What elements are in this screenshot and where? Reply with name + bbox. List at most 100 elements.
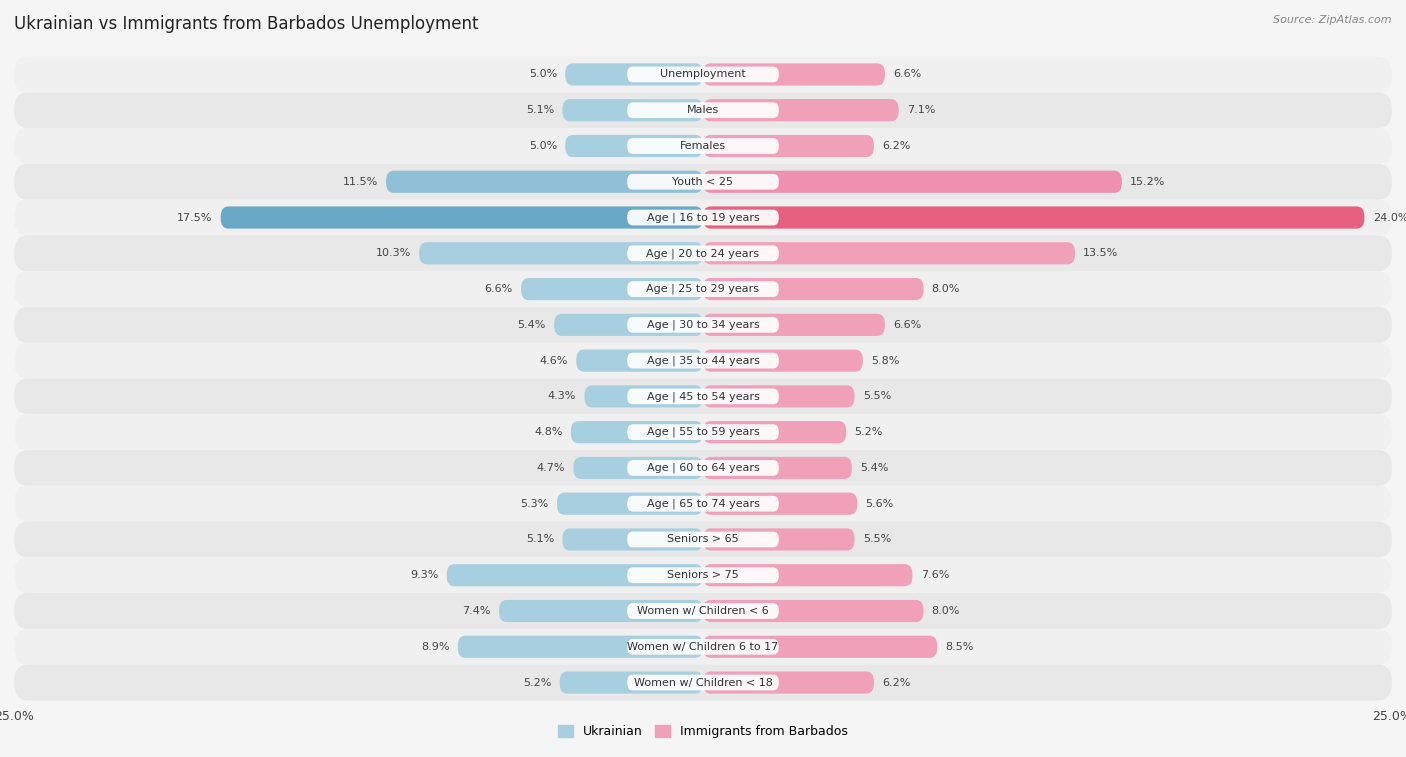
Text: 5.0%: 5.0% — [529, 70, 557, 79]
FancyBboxPatch shape — [14, 343, 1392, 378]
Text: Ukrainian vs Immigrants from Barbados Unemployment: Ukrainian vs Immigrants from Barbados Un… — [14, 15, 478, 33]
FancyBboxPatch shape — [554, 313, 703, 336]
FancyBboxPatch shape — [627, 603, 779, 619]
FancyBboxPatch shape — [458, 636, 703, 658]
Text: 8.0%: 8.0% — [932, 606, 960, 616]
Text: 7.6%: 7.6% — [921, 570, 949, 580]
FancyBboxPatch shape — [703, 278, 924, 301]
FancyBboxPatch shape — [627, 388, 779, 404]
FancyBboxPatch shape — [703, 207, 1364, 229]
FancyBboxPatch shape — [576, 350, 703, 372]
Text: Males: Males — [688, 105, 718, 115]
FancyBboxPatch shape — [585, 385, 703, 407]
Text: Youth < 25: Youth < 25 — [672, 177, 734, 187]
Text: Seniors > 75: Seniors > 75 — [666, 570, 740, 580]
Text: 5.6%: 5.6% — [866, 499, 894, 509]
Text: Women w/ Children < 18: Women w/ Children < 18 — [634, 678, 772, 687]
FancyBboxPatch shape — [571, 421, 703, 444]
Text: 5.1%: 5.1% — [526, 105, 554, 115]
Text: 6.2%: 6.2% — [882, 141, 911, 151]
Text: Age | 65 to 74 years: Age | 65 to 74 years — [647, 498, 759, 509]
FancyBboxPatch shape — [447, 564, 703, 587]
FancyBboxPatch shape — [627, 567, 779, 583]
Legend: Ukrainian, Immigrants from Barbados: Ukrainian, Immigrants from Barbados — [553, 721, 853, 743]
FancyBboxPatch shape — [703, 421, 846, 444]
FancyBboxPatch shape — [627, 317, 779, 333]
FancyBboxPatch shape — [14, 486, 1392, 522]
FancyBboxPatch shape — [14, 200, 1392, 235]
FancyBboxPatch shape — [14, 128, 1392, 164]
FancyBboxPatch shape — [560, 671, 703, 693]
FancyBboxPatch shape — [627, 531, 779, 547]
FancyBboxPatch shape — [562, 528, 703, 550]
Text: Women w/ Children 6 to 17: Women w/ Children 6 to 17 — [627, 642, 779, 652]
Text: Age | 20 to 24 years: Age | 20 to 24 years — [647, 248, 759, 259]
FancyBboxPatch shape — [703, 671, 875, 693]
FancyBboxPatch shape — [627, 674, 779, 690]
Text: Unemployment: Unemployment — [661, 70, 745, 79]
Text: Seniors > 65: Seniors > 65 — [668, 534, 738, 544]
FancyBboxPatch shape — [557, 493, 703, 515]
FancyBboxPatch shape — [14, 271, 1392, 307]
FancyBboxPatch shape — [627, 496, 779, 512]
Text: 8.5%: 8.5% — [945, 642, 974, 652]
FancyBboxPatch shape — [522, 278, 703, 301]
Text: 5.3%: 5.3% — [520, 499, 548, 509]
FancyBboxPatch shape — [703, 170, 1122, 193]
Text: 5.2%: 5.2% — [523, 678, 551, 687]
FancyBboxPatch shape — [703, 564, 912, 587]
FancyBboxPatch shape — [627, 353, 779, 369]
Text: 5.5%: 5.5% — [863, 391, 891, 401]
Text: Age | 45 to 54 years: Age | 45 to 54 years — [647, 391, 759, 402]
FancyBboxPatch shape — [627, 245, 779, 261]
Text: Age | 35 to 44 years: Age | 35 to 44 years — [647, 355, 759, 366]
Text: 7.4%: 7.4% — [463, 606, 491, 616]
FancyBboxPatch shape — [703, 636, 938, 658]
FancyBboxPatch shape — [562, 99, 703, 121]
FancyBboxPatch shape — [703, 64, 884, 86]
Text: 4.8%: 4.8% — [534, 427, 562, 437]
FancyBboxPatch shape — [627, 67, 779, 83]
FancyBboxPatch shape — [387, 170, 703, 193]
FancyBboxPatch shape — [703, 385, 855, 407]
FancyBboxPatch shape — [574, 456, 703, 479]
FancyBboxPatch shape — [703, 456, 852, 479]
FancyBboxPatch shape — [627, 639, 779, 655]
Text: 8.0%: 8.0% — [932, 284, 960, 294]
FancyBboxPatch shape — [627, 281, 779, 297]
Text: Age | 25 to 29 years: Age | 25 to 29 years — [647, 284, 759, 294]
FancyBboxPatch shape — [627, 210, 779, 226]
Text: Source: ZipAtlas.com: Source: ZipAtlas.com — [1274, 15, 1392, 25]
Text: 4.6%: 4.6% — [540, 356, 568, 366]
FancyBboxPatch shape — [627, 138, 779, 154]
Text: 13.5%: 13.5% — [1083, 248, 1119, 258]
Text: 6.6%: 6.6% — [485, 284, 513, 294]
FancyBboxPatch shape — [627, 460, 779, 476]
FancyBboxPatch shape — [14, 665, 1392, 700]
Text: 7.1%: 7.1% — [907, 105, 935, 115]
FancyBboxPatch shape — [14, 593, 1392, 629]
FancyBboxPatch shape — [703, 600, 924, 622]
FancyBboxPatch shape — [703, 528, 855, 550]
Text: 10.3%: 10.3% — [375, 248, 411, 258]
Text: Females: Females — [681, 141, 725, 151]
Text: 6.2%: 6.2% — [882, 678, 911, 687]
Text: 9.3%: 9.3% — [411, 570, 439, 580]
Text: 5.0%: 5.0% — [529, 141, 557, 151]
Text: 24.0%: 24.0% — [1372, 213, 1406, 223]
FancyBboxPatch shape — [14, 307, 1392, 343]
FancyBboxPatch shape — [703, 350, 863, 372]
Text: 5.2%: 5.2% — [855, 427, 883, 437]
Text: 8.9%: 8.9% — [420, 642, 450, 652]
FancyBboxPatch shape — [627, 102, 779, 118]
FancyBboxPatch shape — [14, 57, 1392, 92]
FancyBboxPatch shape — [221, 207, 703, 229]
FancyBboxPatch shape — [14, 557, 1392, 593]
FancyBboxPatch shape — [565, 64, 703, 86]
Text: Age | 60 to 64 years: Age | 60 to 64 years — [647, 463, 759, 473]
FancyBboxPatch shape — [14, 235, 1392, 271]
Text: 11.5%: 11.5% — [343, 177, 378, 187]
FancyBboxPatch shape — [14, 522, 1392, 557]
Text: 4.7%: 4.7% — [537, 463, 565, 473]
Text: 5.4%: 5.4% — [860, 463, 889, 473]
